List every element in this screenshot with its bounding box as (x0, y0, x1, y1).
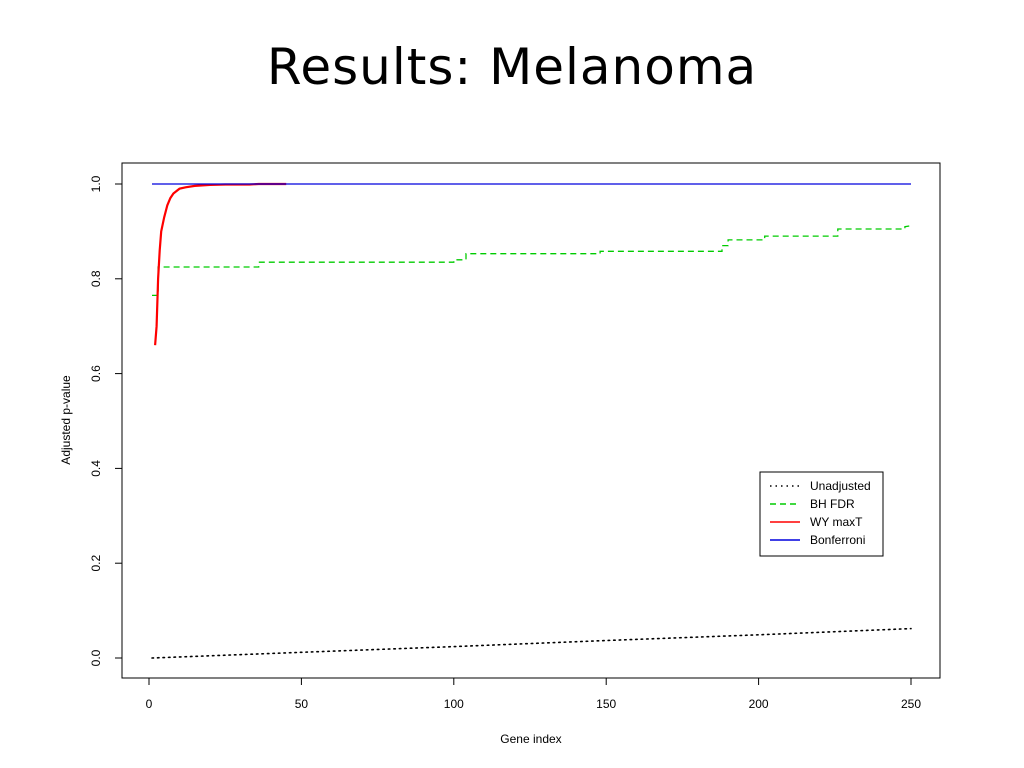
y-tick-label: 0.8 (89, 270, 103, 287)
legend-label: BH FDR (810, 497, 855, 511)
y-axis: 0.0 0.2 0.4 0.6 0.8 1.0 (89, 175, 122, 666)
x-tick-label: 50 (295, 697, 309, 711)
slide-title: Results: Melanoma (266, 38, 758, 96)
legend: Unadjusted BH FDR WY maxT Bonferroni (759, 471, 884, 557)
series-layer (151, 182, 912, 659)
x-tick-label: 250 (901, 697, 921, 711)
x-axis-label: Gene index (500, 732, 561, 746)
x-tick-label: 200 (749, 697, 769, 711)
x-axis: 0 50 100 150 200 250 (146, 678, 921, 711)
x-tick-label: 150 (596, 697, 616, 711)
x-tick-label: 0 (146, 697, 153, 711)
x-tick-label: 100 (444, 697, 464, 711)
y-tick-label: 0.0 (89, 649, 103, 666)
series-line-wy-maxt (154, 182, 287, 346)
y-tick-label: 0.2 (89, 555, 103, 572)
y-tick-label: 0.6 (89, 365, 103, 382)
y-tick-label: 1.0 (89, 175, 103, 192)
y-axis-label: Adjusted p-value (59, 375, 73, 465)
y-tick-label: 0.4 (89, 460, 103, 477)
series-line-bh-fdr (152, 225, 912, 297)
legend-box (759, 471, 884, 557)
plot-frame (121, 162, 941, 679)
legend-label: WY maxT (810, 515, 863, 529)
legend-label: Bonferroni (810, 533, 865, 547)
legend-label: Unadjusted (810, 479, 871, 493)
series-line-unadjusted (151, 627, 912, 659)
